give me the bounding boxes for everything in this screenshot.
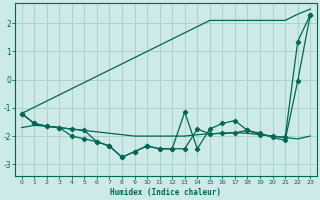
X-axis label: Humidex (Indice chaleur): Humidex (Indice chaleur) xyxy=(110,188,221,197)
